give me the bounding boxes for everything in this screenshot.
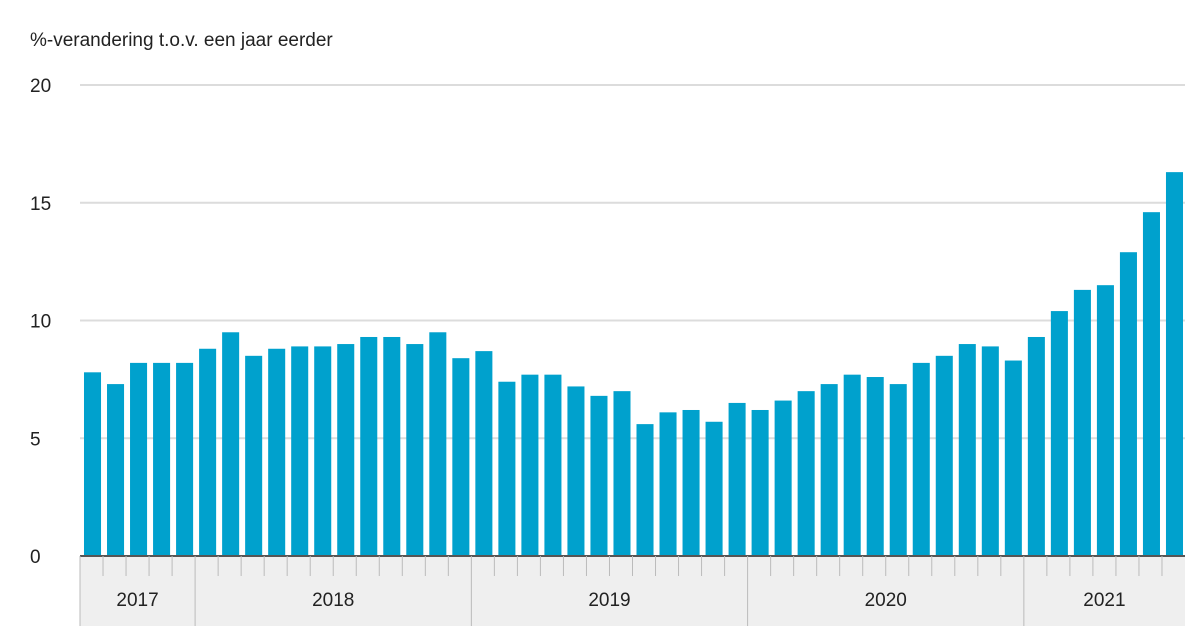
bar: [176, 362, 194, 556]
bar: [659, 412, 677, 556]
bar: [843, 374, 861, 556]
chart-subtitle: %-verandering t.o.v. een jaar eerder: [30, 30, 333, 51]
bar: [912, 362, 930, 556]
bar: [314, 346, 332, 556]
bar: [268, 348, 286, 556]
bar: [866, 377, 884, 556]
bar: [820, 384, 838, 556]
bar: [935, 355, 953, 556]
y-tick-label: 20: [30, 76, 51, 97]
bar: [291, 346, 309, 556]
bar: [797, 391, 815, 556]
bar: [544, 374, 562, 556]
bar: [199, 348, 217, 556]
bar: [774, 400, 792, 556]
bar: [1050, 311, 1068, 556]
bar: [682, 409, 700, 556]
bar: [728, 402, 746, 556]
bar: [222, 332, 240, 556]
bar: [1142, 212, 1160, 557]
bar: [751, 409, 769, 556]
bar: [429, 332, 447, 556]
y-tick-label: 5: [30, 429, 41, 450]
bar: [1004, 360, 1022, 556]
bar: [83, 372, 102, 556]
bar: [383, 336, 401, 556]
bar: [705, 421, 723, 556]
bar: [1165, 172, 1184, 556]
bar: [958, 344, 976, 556]
bar: [498, 381, 516, 556]
year-label: 2018: [312, 590, 354, 611]
year-label: 2020: [865, 590, 907, 611]
y-tick-label: 10: [30, 312, 51, 333]
bar: [1096, 285, 1114, 556]
y-tick-label: 0: [30, 547, 41, 568]
bar: [889, 384, 907, 556]
year-label: 2017: [116, 590, 158, 611]
bar: [452, 358, 470, 556]
bar: [636, 424, 654, 556]
bar: [360, 336, 378, 556]
year-label: 2019: [588, 590, 630, 611]
bar: [590, 395, 608, 556]
year-label: 2021: [1083, 590, 1125, 611]
bar: [406, 344, 424, 556]
bar: [130, 362, 148, 556]
y-tick-label: 15: [30, 194, 51, 215]
bar: [337, 344, 355, 556]
bar: [153, 362, 171, 556]
bar: [245, 355, 263, 556]
bar: [1073, 289, 1091, 556]
bar: [475, 351, 493, 556]
bar: [613, 391, 631, 556]
bar: [567, 386, 585, 556]
bar: [981, 346, 999, 556]
bar: [1119, 252, 1137, 556]
bar: [1027, 336, 1045, 556]
bar: [107, 384, 125, 556]
bar: [521, 374, 539, 556]
